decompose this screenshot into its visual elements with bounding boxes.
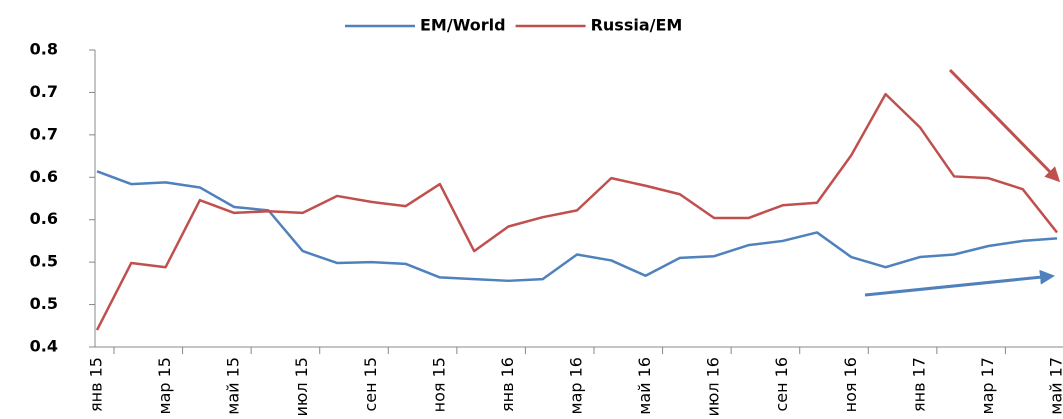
- y-tick-label: 0.4: [30, 337, 58, 356]
- legend-label: Russia/EM: [591, 16, 683, 35]
- x-tick-label: мар 15: [155, 357, 174, 414]
- x-tick-label: июл 15: [292, 357, 311, 417]
- y-tick-label: 0.8: [30, 40, 58, 59]
- legend-label: EM/World: [420, 16, 506, 35]
- x-tick-label: янв 17: [909, 357, 928, 412]
- trend-arrow: [948, 68, 1061, 183]
- y-tick-label: 0.6: [30, 167, 58, 186]
- x-tick-label: май 17: [1047, 357, 1063, 415]
- series-line: [96, 170, 1058, 283]
- x-tick-label: сен 16: [772, 357, 791, 412]
- x-tick-label: мар 16: [567, 357, 586, 414]
- x-tick-label: ноя 16: [841, 357, 860, 412]
- y-tick-label: 0.6: [30, 209, 58, 228]
- y-tick-label: 0.5: [30, 294, 58, 313]
- x-tick-label: ноя 15: [429, 357, 448, 412]
- x-tick-label: янв 15: [87, 357, 106, 412]
- y-tick-label: 0.7: [30, 82, 58, 101]
- y-tick-label: 0.7: [30, 124, 58, 143]
- x-tick-label: июл 16: [704, 357, 723, 417]
- series-line: [95, 92, 1058, 331]
- x-tick-label: янв 16: [498, 357, 517, 412]
- trend-arrow: [864, 269, 1055, 297]
- x-tick-label: сен 15: [361, 357, 380, 412]
- y-tick-label: 0.5: [30, 252, 58, 271]
- x-tick-label: мар 17: [978, 357, 997, 414]
- x-tick-label: май 16: [635, 357, 654, 415]
- x-tick-label: май 15: [224, 357, 243, 415]
